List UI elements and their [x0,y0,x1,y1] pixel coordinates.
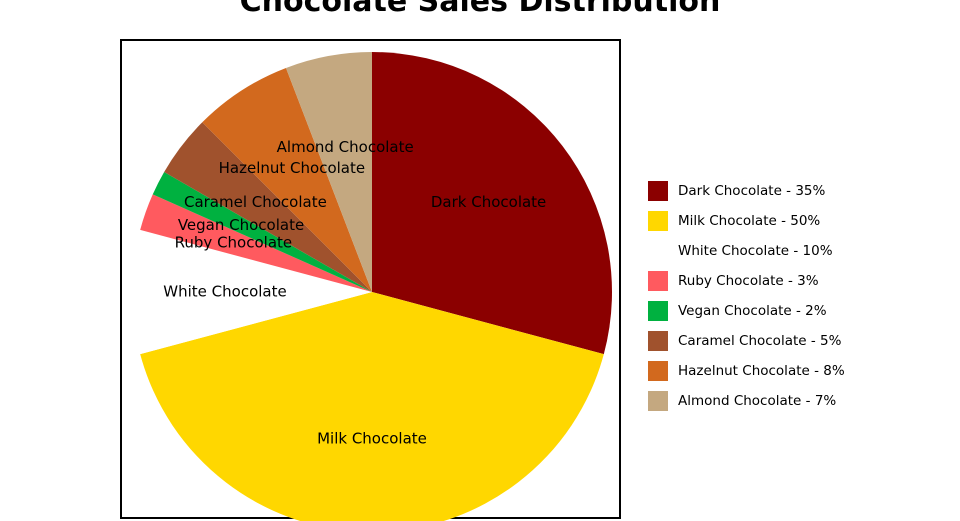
legend-label: Almond Chocolate - 7% [678,393,837,409]
legend-swatch [648,391,668,411]
legend-swatch [648,181,668,201]
legend-label: Ruby Chocolate - 3% [678,273,819,289]
pie-slice-caramel-chocolate [164,122,372,292]
legend-item-almond-chocolate: Almond Chocolate - 7% [648,386,948,416]
pie-slice-dark-chocolate [372,52,612,355]
pie-chart: Dark Chocolate Milk Chocolate White Chocol… [132,52,612,521]
pie-label-caramel-chocolate: Caramel Chocolate [184,193,327,211]
pie-label-hazelnut-chocolate: Hazelnut Chocolate [219,159,365,177]
pie-label-ruby-chocolate: Ruby Chocolate [175,233,292,251]
pie-label-white-chocolate: White Chocolate [163,283,286,301]
legend-swatch [648,301,668,321]
legend-swatch [648,271,668,291]
legend: Dark Chocolate - 35% Milk Chocolate - 50%… [648,176,948,416]
legend-item-milk-chocolate: Milk Chocolate - 50% [648,206,948,236]
pie-slice-hazelnut-chocolate [202,67,372,292]
legend-label: Vegan Chocolate - 2% [678,303,827,319]
pie-slice-vegan-chocolate [152,172,372,292]
plot-area: Dark Chocolate Milk Chocolate White Chocol… [120,39,621,521]
legend-item-ruby-chocolate: Ruby Chocolate - 3% [648,266,948,296]
pie-slice-almond-chocolate [285,52,372,292]
legend-label: Caramel Chocolate - 5% [678,333,842,349]
legend-label: White Chocolate - 10% [678,243,833,259]
pie-label-milk-chocolate: Milk Chocolate [317,430,427,448]
legend-label: Milk Chocolate - 50% [678,213,821,229]
pie-slice-milk-chocolate [140,292,604,521]
legend-item-white-chocolate: White Chocolate - 10% [648,236,948,266]
legend-swatch [648,361,668,381]
pie-slice-ruby-chocolate [140,194,372,292]
pie-label-dark-chocolate: Dark Chocolate [431,193,546,211]
legend-item-caramel-chocolate: Caramel Chocolate - 5% [648,326,948,356]
pie-slice-white-chocolate [132,229,372,355]
legend-swatch [648,241,668,261]
legend-label: Hazelnut Chocolate - 8% [678,363,845,379]
legend-swatch [648,331,668,351]
pie-label-vegan-chocolate: Vegan Chocolate [178,216,304,234]
legend-item-vegan-chocolate: Vegan Chocolate - 2% [648,296,948,326]
legend-item-dark-chocolate: Dark Chocolate - 35% [648,176,948,206]
pie-label-almond-chocolate: Almond Chocolate [277,138,414,156]
legend-swatch [648,211,668,231]
chart-title: Chocolate Sales Distribution [239,0,721,19]
legend-item-hazelnut-chocolate: Hazelnut Chocolate - 8% [648,356,948,386]
legend-label: Dark Chocolate - 35% [678,183,826,199]
